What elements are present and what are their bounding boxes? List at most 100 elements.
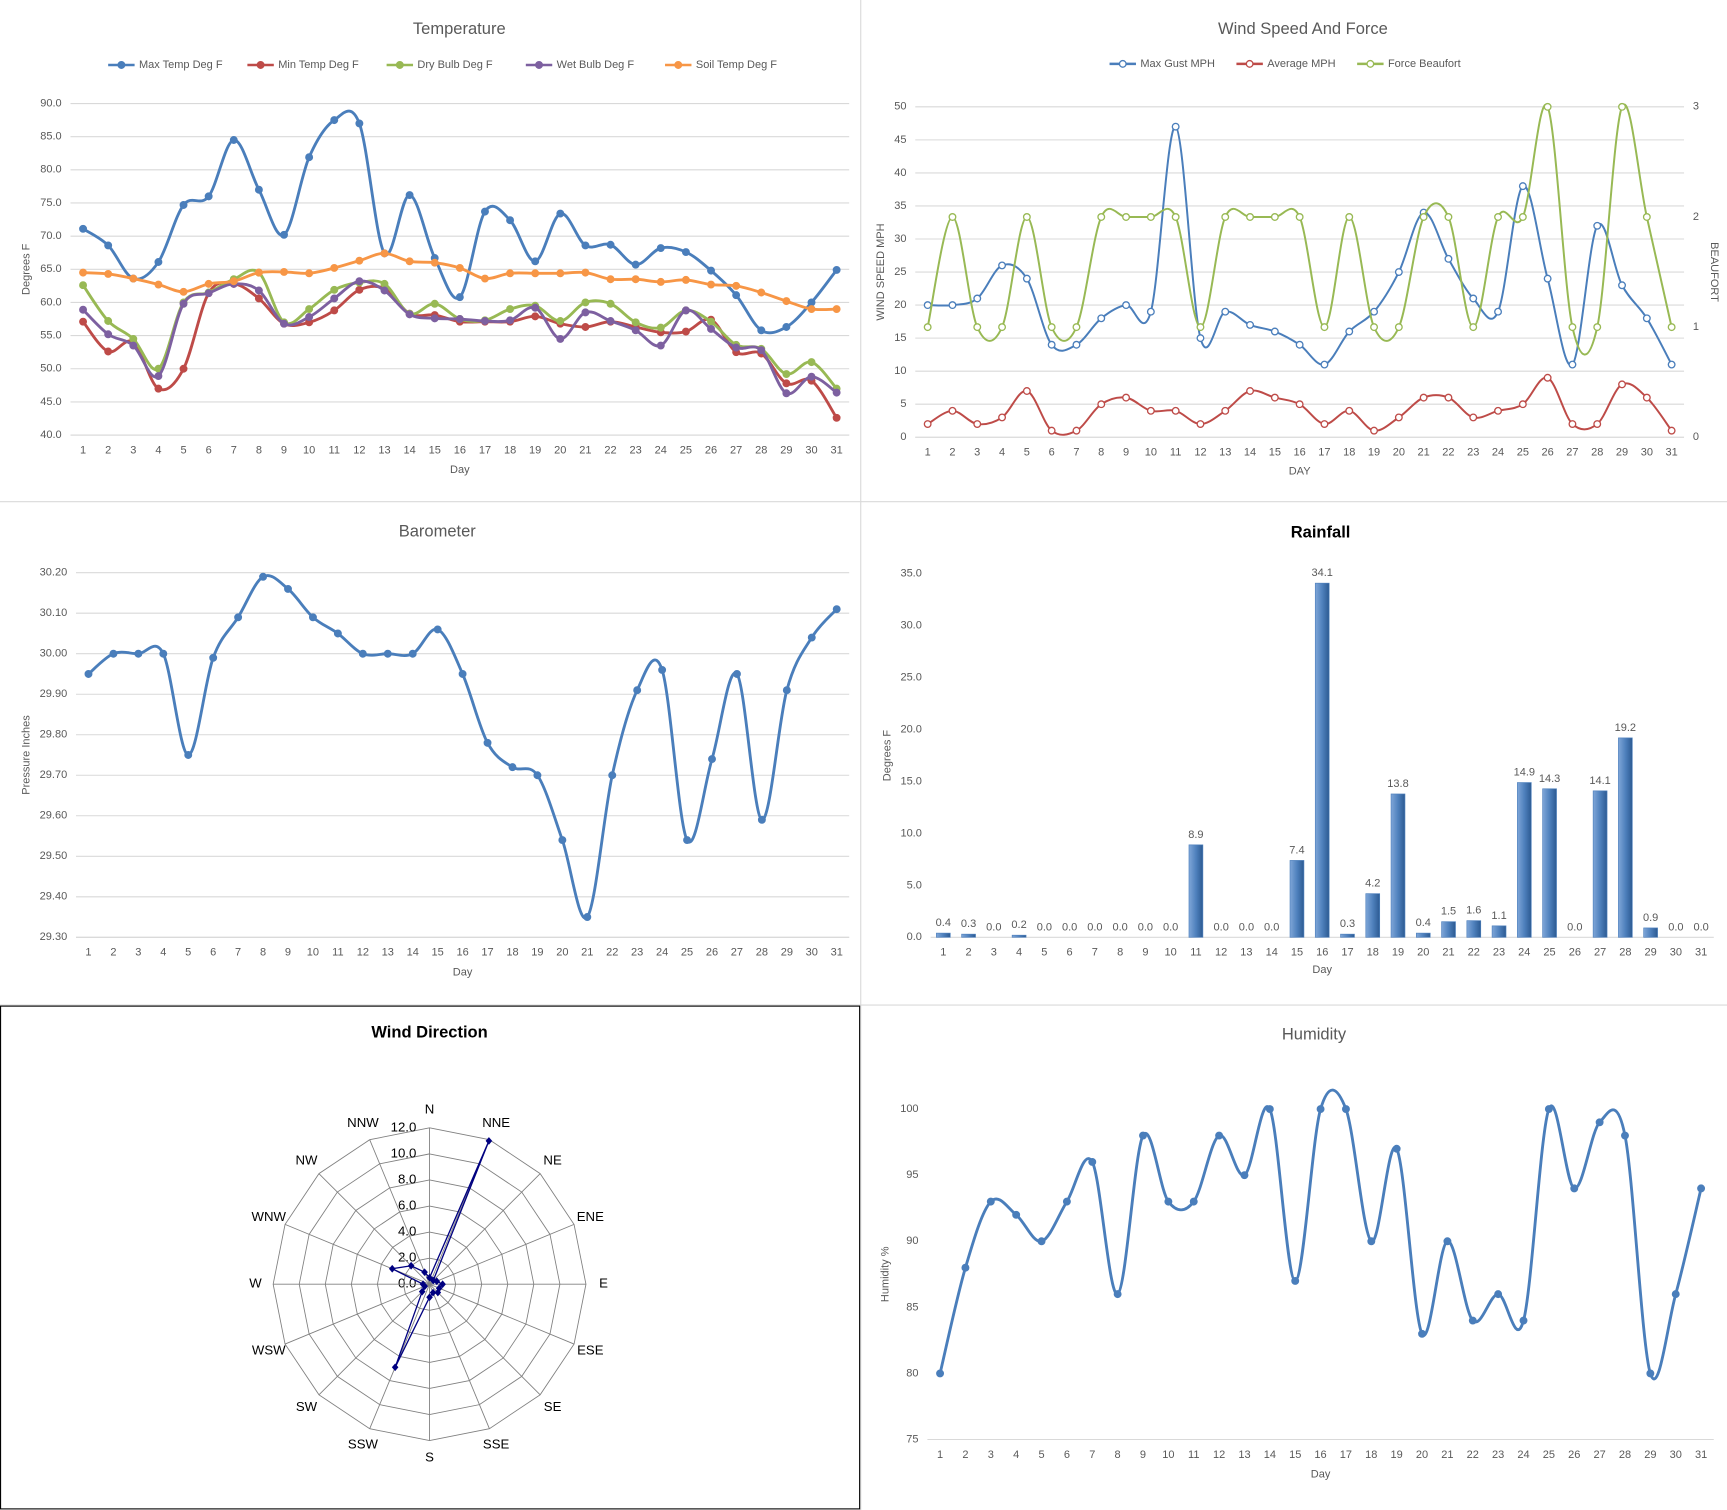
y-tick-label: 65.0 — [40, 263, 61, 275]
x-tick-label: 29 — [780, 444, 792, 456]
data-point — [1072, 340, 1081, 349]
y-tick-label: 0.0 — [907, 931, 922, 943]
x-tick-label: 23 — [630, 444, 642, 456]
data-point — [109, 649, 118, 658]
data-point — [229, 277, 238, 286]
x-tick-label: 29 — [1644, 947, 1656, 959]
data-point — [1047, 323, 1056, 332]
x-tick-label: 30 — [806, 947, 818, 959]
radar-spoke — [429, 1284, 490, 1429]
data-label: 14.1 — [1589, 775, 1610, 787]
x-tick-label: 28 — [1591, 447, 1603, 459]
data-point — [656, 341, 665, 350]
data-point — [998, 413, 1007, 422]
data-point — [1618, 380, 1627, 389]
data-point — [1568, 420, 1577, 428]
x-tick-label: 12 — [1194, 447, 1206, 459]
data-point — [531, 312, 540, 321]
data-point — [807, 372, 816, 381]
data-point — [923, 420, 932, 428]
data-label: 34.1 — [1312, 567, 1333, 579]
radar-spoke — [369, 1139, 430, 1285]
data-point — [1642, 213, 1651, 221]
data-point — [204, 192, 213, 201]
data-point — [104, 317, 113, 325]
data-point — [707, 324, 715, 333]
data-point — [508, 763, 517, 772]
x-tick-label: 6 — [206, 444, 212, 456]
data-point — [581, 298, 590, 307]
y-tick-label: 20 — [894, 299, 906, 311]
data-point — [707, 266, 715, 275]
y-tick-label: 30.00 — [40, 648, 68, 660]
x-tick-label: 9 — [1142, 947, 1148, 959]
data-point — [134, 649, 143, 658]
y-tick-label: 29.80 — [40, 729, 68, 741]
data-point — [732, 281, 741, 290]
y-axis-label: Humidity % — [879, 1246, 891, 1302]
data-point — [280, 319, 288, 328]
data-point — [1295, 400, 1304, 409]
data-point — [1097, 314, 1106, 323]
data-point — [280, 230, 288, 239]
data-point — [923, 323, 932, 332]
data-point — [1122, 213, 1131, 221]
data-point — [583, 913, 592, 921]
x-tick-label: 22 — [1442, 447, 1454, 459]
radial-tick-label: 0.0 — [398, 1276, 416, 1291]
x-tick-label: 15 — [1291, 947, 1303, 959]
data-point — [333, 629, 342, 638]
x-tick-label: 14 — [1266, 947, 1278, 959]
data-point — [832, 413, 841, 422]
radar-spoke — [429, 1173, 541, 1285]
x-tick-label: 18 — [1365, 1449, 1377, 1461]
chart-title: Rainfall — [1291, 522, 1351, 541]
data-point — [330, 306, 339, 315]
data-point — [1444, 213, 1453, 221]
data-point — [104, 269, 113, 278]
data-point — [656, 323, 665, 332]
data-point — [154, 384, 163, 393]
data-label: 8.9 — [1188, 829, 1203, 841]
data-point — [1139, 1131, 1147, 1140]
y-tick-label: 90.0 — [40, 97, 61, 109]
data-point — [330, 263, 339, 272]
x-tick-label: 24 — [655, 444, 667, 456]
data-point — [1518, 400, 1527, 409]
data-point — [355, 119, 364, 128]
data-point — [782, 323, 791, 331]
data-point — [531, 303, 540, 312]
x-tick-label: 8 — [1115, 1449, 1121, 1461]
x-tick-label: 3 — [974, 447, 980, 459]
x-tick-label: 8 — [256, 444, 262, 456]
data-point — [556, 209, 565, 218]
x-tick-label: 14 — [1244, 447, 1256, 459]
x-tick-label: 18 — [504, 444, 516, 456]
x-axis-label: Day — [1312, 964, 1332, 976]
data-point — [1468, 1316, 1477, 1325]
category-label: SW — [296, 1399, 318, 1414]
data-point — [1494, 1290, 1503, 1299]
x-tick-label: 27 — [1594, 947, 1606, 959]
data-point — [1345, 327, 1354, 336]
x-tick-label: 21 — [581, 947, 593, 959]
x-tick-label: 10 — [1165, 947, 1177, 959]
data-point — [154, 258, 163, 266]
data-point — [358, 649, 367, 658]
data-point — [732, 291, 741, 300]
x-tick-label: 25 — [680, 444, 692, 456]
x-tick-label: 28 — [755, 444, 767, 456]
radial-tick-label: 2.0 — [398, 1250, 416, 1265]
bar — [1011, 934, 1027, 938]
x-tick-label: 2 — [962, 1449, 968, 1461]
x-tick-label: 20 — [554, 444, 566, 456]
data-point — [807, 298, 816, 307]
data-label: 0.0 — [1693, 921, 1708, 933]
x-tick-label: 22 — [1467, 1449, 1479, 1461]
y-tick-label: 15 — [894, 332, 906, 344]
bar — [1618, 737, 1633, 938]
x-tick-label: 7 — [1092, 947, 1098, 959]
x-tick-label: 4 — [999, 447, 1005, 459]
data-point — [1022, 387, 1031, 395]
